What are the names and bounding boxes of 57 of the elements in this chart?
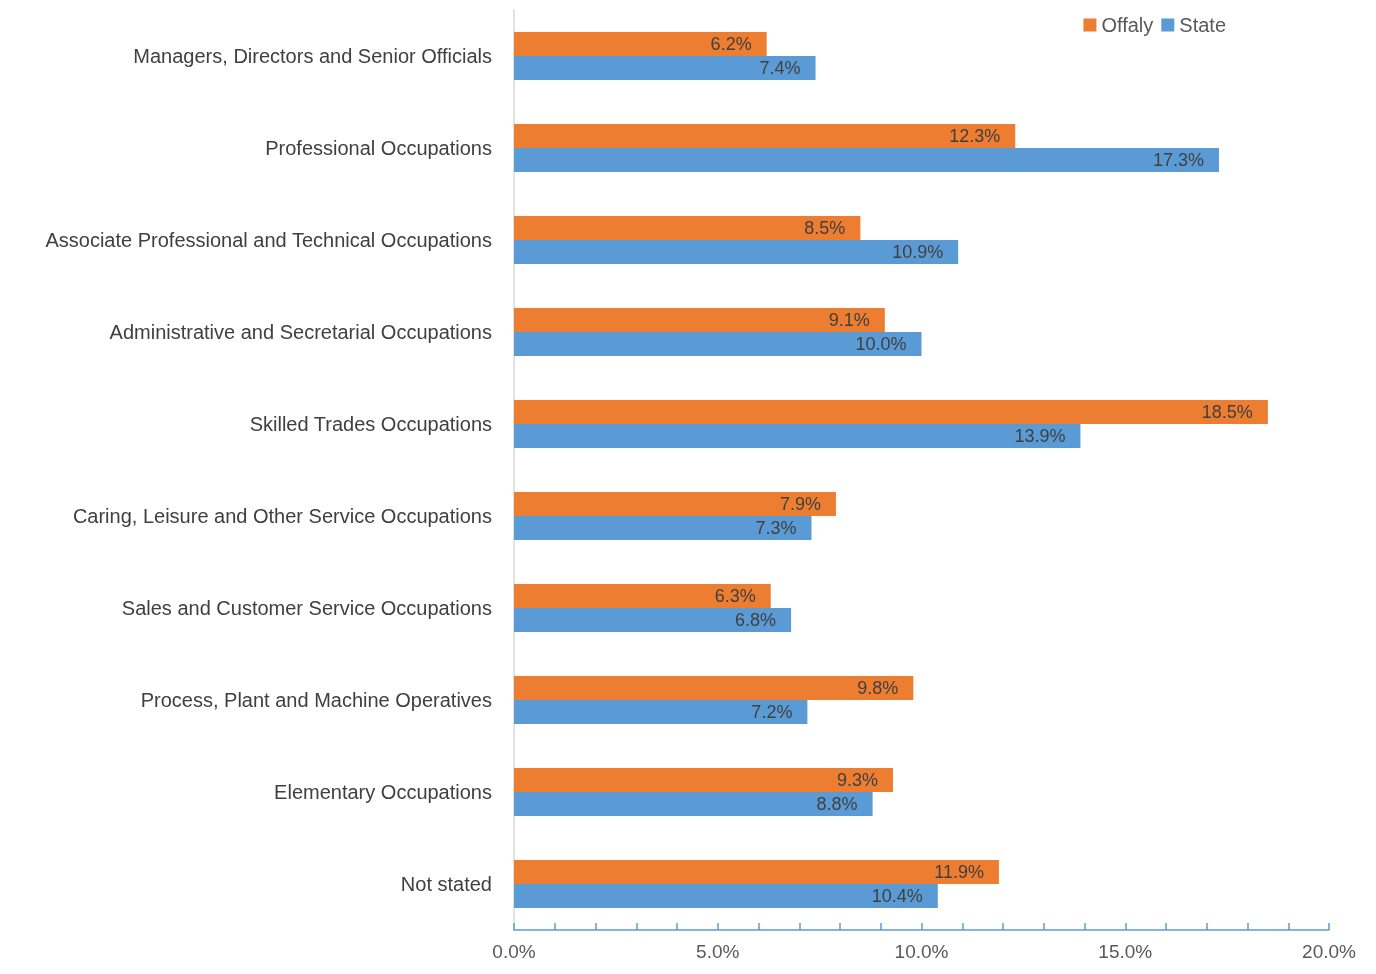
data-label: 12.3% [949,126,1001,146]
bar [514,608,792,632]
bar [514,400,1268,424]
data-label: 10.4% [871,886,923,906]
x-tick-label: 0.0% [492,941,536,962]
bar [514,32,767,56]
data-label: 11.9% [934,862,984,882]
bar [514,584,771,608]
bar [514,860,999,884]
y-tick-label: Skilled Trades Occupations [249,413,492,435]
legend-label: State [1179,14,1226,36]
y-tick-label: Administrative and Secretarial Occupations [109,321,492,343]
y-tick-label: Managers, Directors and Senior Officials [133,45,492,67]
bar [514,768,893,792]
data-label: 10.0% [855,334,907,354]
bar [514,124,1016,148]
data-label: 6.2% [710,34,752,54]
x-tick-label: 5.0% [696,941,740,962]
data-label: 9.1% [828,310,870,330]
bar [514,492,836,516]
data-label: 6.8% [735,610,777,630]
y-tick-label: Sales and Customer Service Occupations [121,597,492,619]
bar [514,424,1081,448]
bar [514,516,812,540]
data-label: 6.3% [714,586,756,606]
data-label: 18.5% [1201,402,1253,422]
legend-label: Offaly [1101,14,1154,36]
y-tick-label: Elementary Occupations [274,781,492,803]
y-tick-label: Caring, Leisure and Other Service Occupations [72,505,492,527]
bar [514,676,914,700]
data-label: 10.9% [892,242,944,262]
data-label: 9.3% [836,770,878,790]
y-tick-label: Professional Occupations [265,137,492,159]
x-tick-label: 20.0% [1302,941,1357,962]
bar [514,148,1219,172]
data-label: 17.3% [1152,150,1204,170]
bar [514,700,808,724]
bar [514,792,873,816]
bar [514,308,885,332]
bar [514,56,816,80]
data-label: 8.8% [816,794,858,814]
bar [514,332,922,356]
data-label: 7.2% [751,702,793,722]
bar [514,240,959,264]
x-tick-label: 15.0% [1098,941,1153,962]
data-label: 7.9% [779,494,821,514]
x-tick-label: 10.0% [894,941,949,962]
y-tick-label: Process, Plant and Machine Operatives [140,689,492,711]
bar [514,884,938,908]
y-tick-label: Associate Professional and Technical Occupations [45,229,492,251]
data-label: 8.5% [804,218,846,238]
data-label: 7.3% [755,518,797,538]
bar [514,216,861,240]
data-label: 13.9% [1014,426,1066,446]
data-label: 7.4% [759,58,801,78]
y-tick-label: Not stated [400,873,492,895]
data-label: 9.8% [857,678,899,698]
